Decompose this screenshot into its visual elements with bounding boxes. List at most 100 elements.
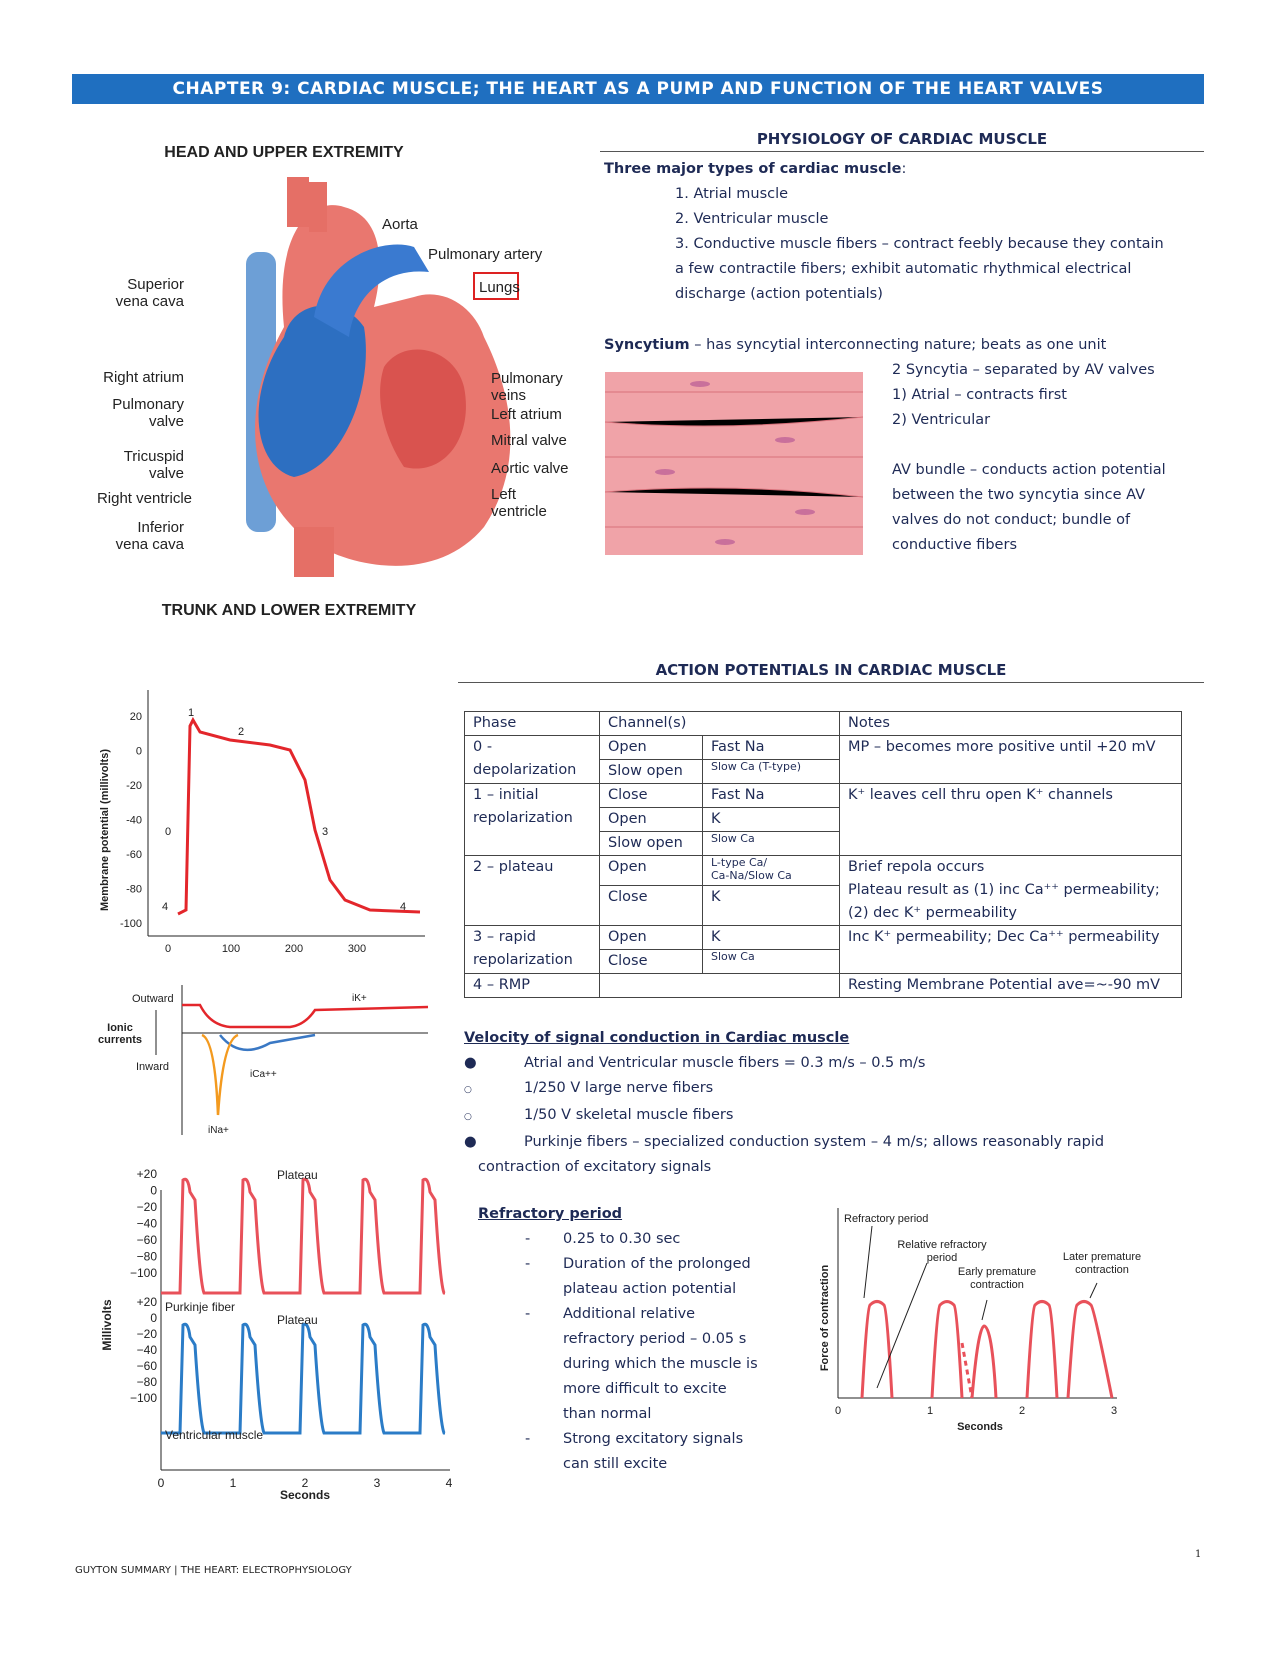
label-right-ventricle: Right ventricle bbox=[97, 490, 192, 507]
ionic-currents-label: Ionic currents bbox=[98, 1022, 142, 1046]
list-item: ● Atrial and Ventricular muscle fibers = … bbox=[464, 1055, 926, 1071]
notes-cell: MP – becomes more positive until +20 mV bbox=[839, 735, 1182, 784]
ap-y-tick: -80 bbox=[126, 884, 142, 896]
table-row: 0 - depolarization Open Fast Na MP – becomes… bbox=[464, 735, 1182, 784]
phase-0: 0 bbox=[165, 826, 171, 838]
mv-x-tick: 4 bbox=[446, 1476, 453, 1490]
early-premature-label: Early premature contraction bbox=[958, 1266, 1036, 1291]
mv-x-tick: 3 bbox=[374, 1476, 381, 1490]
ventricular-trace bbox=[161, 1322, 446, 1435]
note-line: AV bundle – conducts action potential bbox=[892, 462, 1166, 478]
cell: Fast Na bbox=[702, 735, 840, 760]
list-item: ○ 1/50 V skeletal muscle fibers bbox=[464, 1107, 734, 1123]
table-row: Slow open Slow Ca (T-type) bbox=[465, 759, 1182, 784]
notes-cell: Inc K⁺ permeability; Dec Ca⁺⁺ permeabili… bbox=[839, 925, 1182, 974]
label-superior-vena-cava: Superior vena cava bbox=[116, 276, 185, 310]
force-x-tick: 2 bbox=[1019, 1405, 1025, 1417]
notes-cell: Resting Membrane Potential ave=~-90 mV bbox=[839, 973, 1182, 998]
phase-4-right: 4 bbox=[400, 901, 406, 913]
cell: L-type Ca/Ca-Na/Slow Ca bbox=[702, 855, 840, 886]
phase-cell: 4 – RMP bbox=[464, 973, 600, 998]
force-x-tick: 1 bbox=[927, 1405, 933, 1417]
heart-top-label: HEAD AND UPPER EXTREMITY bbox=[164, 144, 404, 161]
list-item: - Duration of the prolonged bbox=[525, 1256, 751, 1272]
mv-y-tick: −40 bbox=[137, 1343, 158, 1357]
ina-label: iNa+ bbox=[208, 1125, 229, 1136]
force-ylabel: Force of contraction bbox=[819, 1265, 831, 1372]
cell: Open bbox=[599, 807, 703, 832]
table-row: Close K bbox=[465, 884, 1182, 927]
ik-label: iK+ bbox=[352, 993, 367, 1004]
purkinje-trace bbox=[161, 1177, 446, 1295]
mv-y-tick: 0 bbox=[150, 1311, 157, 1325]
mv-y-tick: +20 bbox=[137, 1167, 158, 1181]
page-number: 1 bbox=[1195, 1549, 1202, 1560]
list-item: during which the muscle is bbox=[563, 1356, 758, 1372]
label-mitral-valve: Mitral valve bbox=[491, 432, 567, 449]
label-pulmonary-artery: Pulmonary artery bbox=[428, 246, 543, 263]
action-potential-table: Phase Channel(s) Notes 0 - depolarization Op… bbox=[464, 711, 1182, 998]
refractory-period-label: Refractory period bbox=[844, 1213, 928, 1225]
phase-1: 1 bbox=[188, 707, 194, 719]
contraction-curve bbox=[860, 1300, 1114, 1399]
cell: Slow Ca (T-type) bbox=[702, 759, 840, 784]
ap-x-tick: 200 bbox=[285, 943, 303, 955]
mv-y-tick: 0 bbox=[150, 1184, 157, 1198]
list-item: ● Purkinje fibers – specialized conductio… bbox=[464, 1134, 1105, 1150]
cell: Slow open bbox=[599, 831, 703, 856]
syncytium-line: Syncytium – has syncytial interconnectin… bbox=[604, 333, 1106, 358]
label-aortic-valve: Aortic valve bbox=[491, 460, 569, 477]
mv-y-tick: +20 bbox=[137, 1295, 158, 1309]
cell: Slow Ca bbox=[702, 831, 840, 856]
ap-x-tick: 0 bbox=[165, 943, 171, 955]
velocity-heading: Velocity of signal conduction in Cardiac… bbox=[464, 1030, 850, 1046]
force-xlabel: Seconds bbox=[957, 1421, 1003, 1433]
later-premature-label: Later premature contraction bbox=[1063, 1251, 1141, 1276]
cell: Fast Na bbox=[702, 783, 840, 808]
list-item: - Additional relative bbox=[525, 1306, 696, 1322]
mv-x-tick: 0 bbox=[158, 1476, 165, 1490]
ina-curve bbox=[201, 1033, 239, 1116]
phase-cell: 1 – initial repolarization bbox=[464, 783, 600, 856]
list-item: plateau action potential bbox=[563, 1281, 737, 1297]
ap-x-tick: 300 bbox=[348, 943, 366, 955]
label-lungs: Lungs bbox=[479, 279, 520, 296]
cell: K bbox=[702, 925, 840, 950]
ap-ylabel: Membrane potential (millivolts) bbox=[99, 749, 111, 911]
list-item: -0.25 to 0.30 sec bbox=[525, 1231, 681, 1247]
label-right-atrium: Right atrium bbox=[103, 369, 184, 386]
phase-cell: 2 – plateau bbox=[464, 855, 600, 926]
cell: K bbox=[702, 807, 840, 832]
notes-cell: K⁺ leaves cell thru open K⁺ channels bbox=[839, 783, 1182, 856]
syncytium-def: – has syncytial interconnecting nature; … bbox=[689, 337, 1107, 353]
list-item: 3. Conductive muscle fibers – contract f… bbox=[675, 236, 1164, 252]
action-potentials-heading: ACTION POTENTIALS IN CARDIAC MUSCLE bbox=[458, 661, 1204, 683]
refractory-force-chart: Force of contraction 0 1 2 3 Refractory per… bbox=[819, 1208, 1141, 1433]
cell: Close bbox=[599, 884, 703, 927]
table-row: 4 – RMP Resting Membrane Potential ave=~-… bbox=[464, 973, 1182, 998]
ap-y-tick: -40 bbox=[126, 815, 142, 827]
notes-cell: Brief repola occurs Plateau result as (1)… bbox=[839, 855, 1182, 926]
label-inferior-vena-cava: Inferior vena cava bbox=[116, 519, 185, 553]
note-line: between the two syncytia since AV bbox=[892, 487, 1146, 503]
table-header-row: Phase Channel(s) Notes bbox=[464, 711, 1182, 736]
cell bbox=[599, 973, 840, 998]
physiology-heading: PHYSIOLOGY OF CARDIAC MUSCLE bbox=[600, 130, 1204, 152]
outward-label: Outward bbox=[132, 993, 174, 1005]
ap-y-tick: -100 bbox=[120, 918, 142, 930]
types-title-text: Three major types of cardiac muscle bbox=[604, 161, 902, 177]
ica-curve bbox=[219, 1033, 316, 1052]
list-item: - Strong excitatory signals bbox=[525, 1431, 744, 1447]
footer-text: GUYTON SUMMARY | THE HEART: ELECTROPHYSI… bbox=[75, 1565, 352, 1576]
refractory-list: -0.25 to 0.30 sec - Duration of the prolo… bbox=[525, 1227, 758, 1477]
ap-x-tick: 100 bbox=[222, 943, 240, 955]
table-row: 3 – rapid repolarization Open K Inc K⁺ perme… bbox=[464, 925, 1182, 974]
mv-y-tick: −80 bbox=[137, 1375, 158, 1389]
velocity-list: ● Atrial and Ventricular muscle fibers = … bbox=[464, 1051, 1104, 1180]
plateau-label-1: Plateau bbox=[277, 1168, 318, 1182]
refractory-heading: Refractory period bbox=[478, 1206, 623, 1222]
mv-y-tick: −60 bbox=[137, 1359, 158, 1373]
header-channels: Channel(s) bbox=[599, 711, 840, 736]
mv-x-tick: 2 bbox=[302, 1476, 309, 1490]
